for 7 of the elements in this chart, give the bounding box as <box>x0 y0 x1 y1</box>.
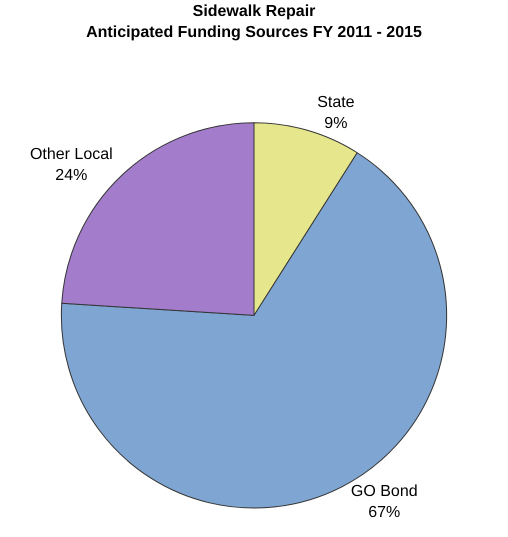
slice-label: State <box>317 94 355 112</box>
data-label: 24% <box>55 166 88 184</box>
data-label: 67% <box>368 504 400 521</box>
chart-title: Sidewalk Repair Anticipated Funding Sources FY 2011 - 2015 <box>86 3 422 41</box>
slice-label: Other Local <box>30 146 113 164</box>
slice-label: GO Bond <box>350 483 418 500</box>
data-label: 9% <box>324 114 348 132</box>
